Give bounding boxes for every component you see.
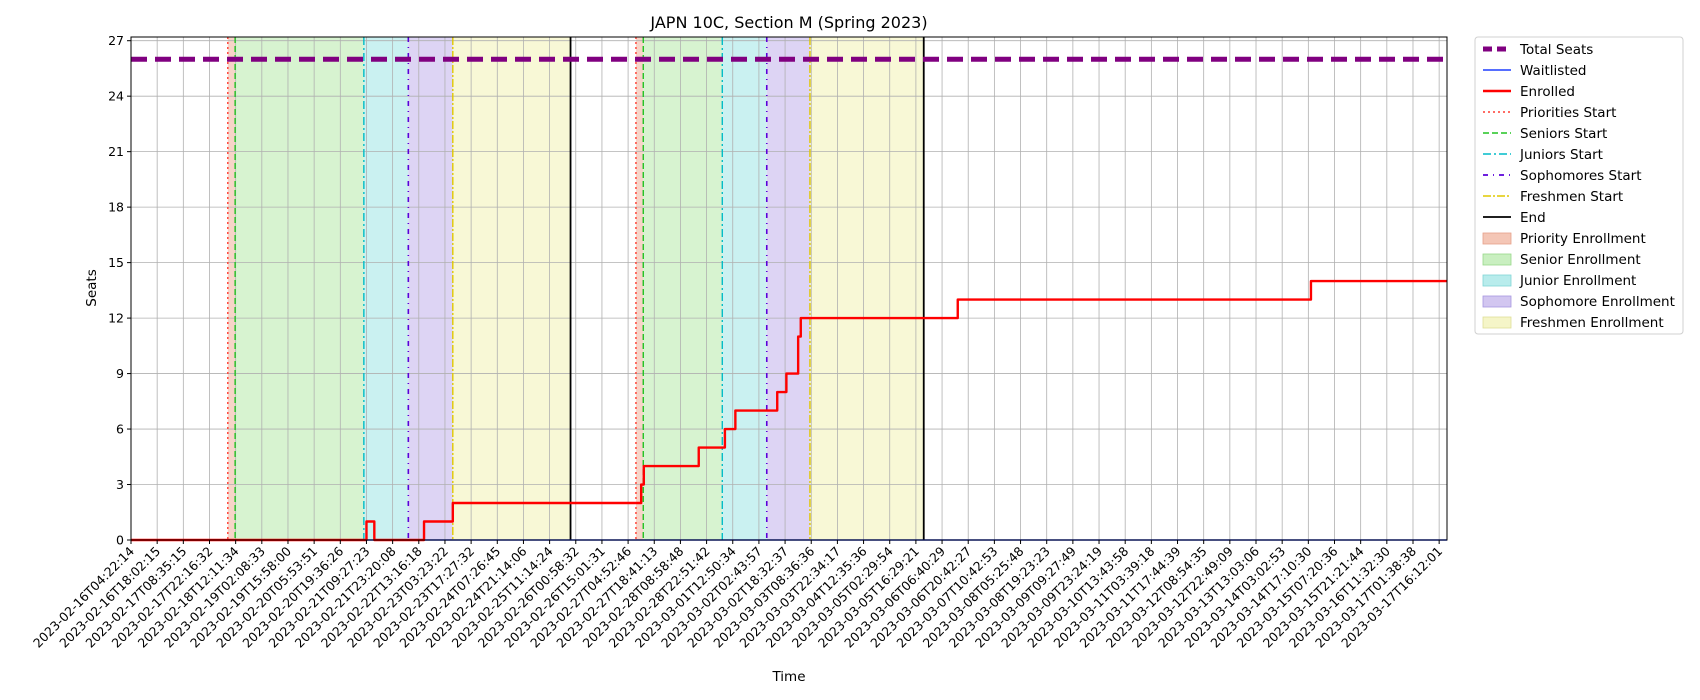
- y-tick-label: 24: [108, 89, 124, 104]
- y-axis: 0 3 6 9 12 15 18 21 24 27: [108, 33, 131, 548]
- legend-entry-total-seats-label: Total Seats: [1519, 42, 1593, 58]
- legend-entry-freshmen-start-label: Freshmen Start: [1520, 189, 1623, 205]
- chart-title: JAPN 10C, Section M (Spring 2023): [649, 13, 927, 32]
- band-sophomore-enrollment: [408, 37, 453, 540]
- x-axis-title: Time: [771, 669, 805, 685]
- band-senior-enrollment: [235, 37, 364, 540]
- legend-entry-senior-enrollment-swatch: [1482, 253, 1512, 266]
- grid-lines: [130, 37, 1447, 541]
- legend-entry-priority-enrollment-label: Priority Enrollment: [1520, 231, 1646, 247]
- band-freshmen-enrollment: [809, 37, 924, 540]
- y-tick-label: 15: [108, 255, 124, 270]
- y-tick-label: 0: [116, 533, 124, 548]
- legend-entry-freshmen-enrollment-label: Freshmen Enrollment: [1520, 315, 1664, 331]
- y-tick-label: 12: [108, 311, 124, 326]
- legend-entry-junior-enrollment-label: Junior Enrollment: [1519, 273, 1636, 289]
- legend: Total Seats Waitlisted Enrolled Priorities …: [1474, 36, 1684, 335]
- legend-entry-sophomore-enrollment-swatch: [1482, 295, 1512, 308]
- plot-frame: [130, 36, 1448, 541]
- series-enrolled: [131, 279, 1447, 542]
- enrollment-bands: [227, 37, 924, 540]
- y-tick-label: 18: [108, 200, 124, 215]
- legend-entry-juniors-start-label: Juniors Start: [1519, 147, 1603, 163]
- legend-entry-priority-enrollment-swatch: [1482, 232, 1512, 245]
- x-axis: 2023-02-16T04:22:142023-02-16T18:02:1520…: [30, 540, 1445, 651]
- band-priority-enrollment: [635, 37, 644, 540]
- y-tick-label: 21: [108, 144, 124, 159]
- legend-entry-junior-enrollment-swatch: [1482, 274, 1512, 287]
- legend-entry-end-label: End: [1520, 210, 1546, 226]
- legend-entry-senior-enrollment-label: Senior Enrollment: [1520, 252, 1641, 268]
- legend-entry-waitlisted-label: Waitlisted: [1520, 63, 1587, 79]
- band-freshmen-enrollment: [452, 37, 571, 540]
- band-senior-enrollment: [643, 37, 723, 540]
- legend-entry-enrolled-label: Enrolled: [1520, 84, 1575, 100]
- legend-entry-sophomore-enrollment-label: Sophomore Enrollment: [1520, 294, 1675, 310]
- band-junior-enrollment: [722, 37, 767, 540]
- legend-box: [1474, 36, 1684, 335]
- y-tick-label: 6: [116, 422, 124, 437]
- y-tick-label: 9: [116, 366, 124, 381]
- band-sophomore-enrollment: [766, 37, 810, 540]
- legend-entry-priorities-start-label: Priorities Start: [1520, 105, 1616, 121]
- y-tick-label: 27: [108, 33, 124, 48]
- y-axis-title: Seats: [84, 269, 100, 306]
- legend-entry-seniors-start-label: Seniors Start: [1520, 126, 1607, 142]
- y-tick-label: 3: [116, 477, 124, 492]
- band-junior-enrollment: [363, 37, 409, 540]
- legend-entry-freshmen-enrollment-swatch: [1482, 316, 1512, 329]
- phase-markers: [227, 37, 925, 540]
- band-priority-enrollment: [227, 37, 236, 540]
- legend-entry-sophomores-start-label: Sophomores Start: [1520, 168, 1642, 184]
